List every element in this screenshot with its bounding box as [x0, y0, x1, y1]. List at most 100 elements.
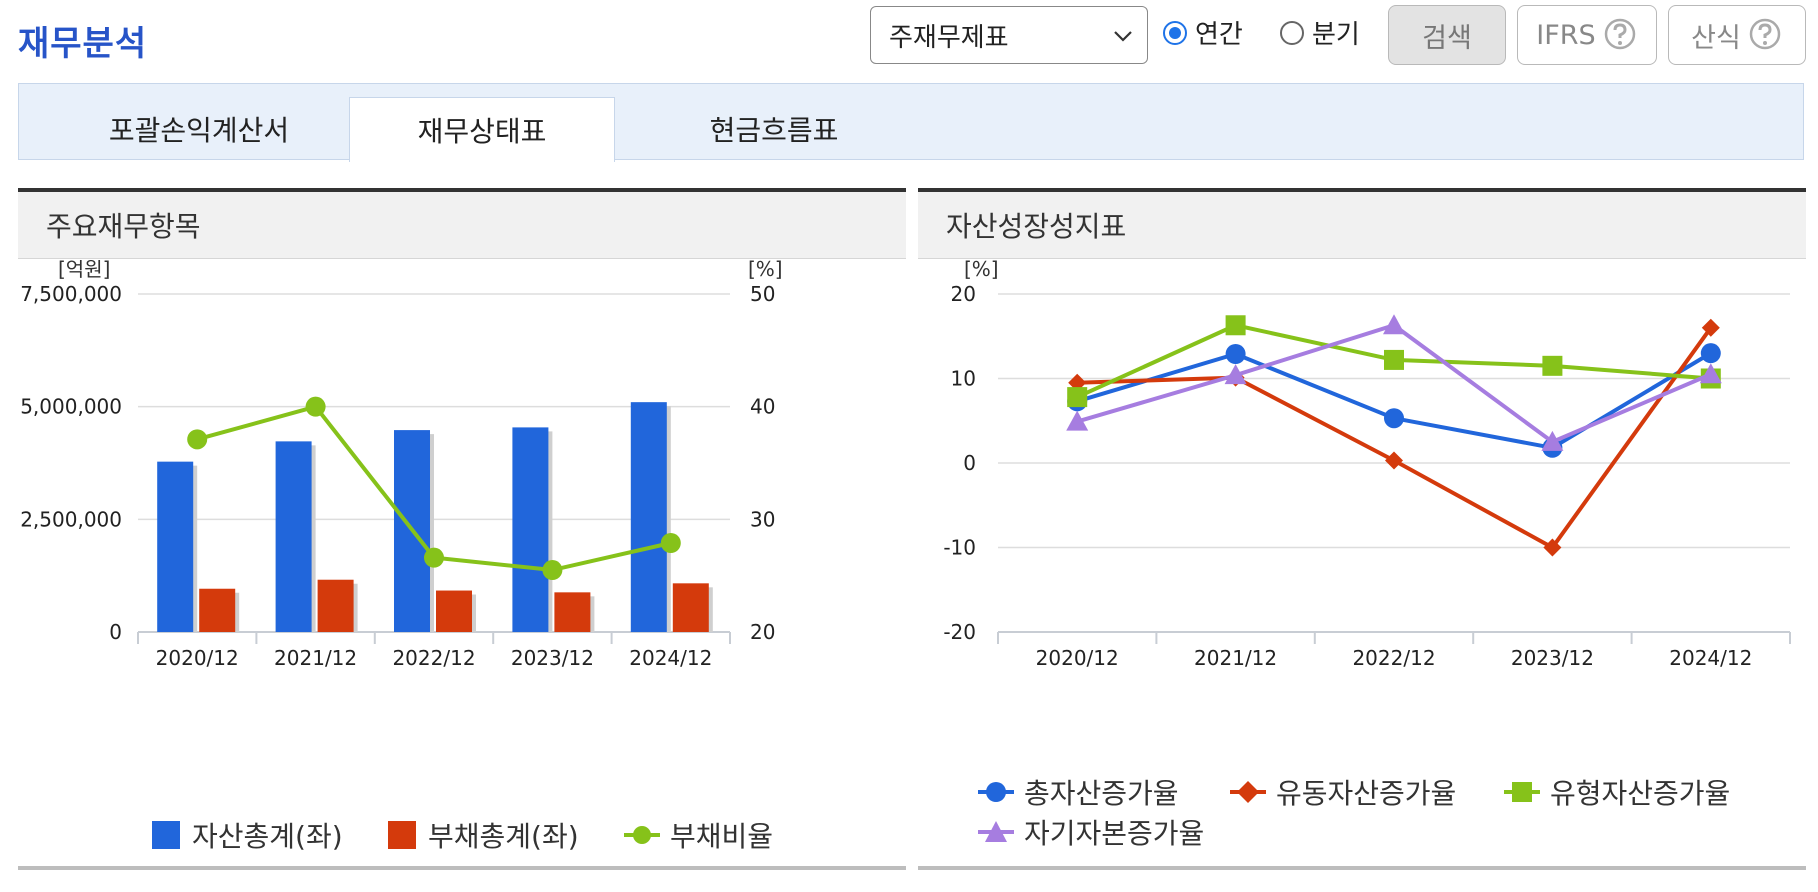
- legend-swatch-tangible-asset-growth: [1504, 782, 1540, 802]
- tangible-asset-growth-point: [1225, 315, 1246, 336]
- help-icon: [1749, 18, 1781, 50]
- panel-top-border: [18, 188, 906, 192]
- key-financials-chart: [억원] [%] 0 2,500,000 5,000,000 7,500,000 20 30 4…: [20, 260, 782, 670]
- y-right-tick-label: 40: [750, 395, 775, 419]
- legend-label-assets: 자산총계(좌): [192, 820, 343, 853]
- legend-swatch-current-asset-growth: [1230, 781, 1266, 803]
- current-asset-growth-point: [1543, 538, 1562, 557]
- legend-label-total-asset-growth: 총자산증가율: [1024, 777, 1179, 810]
- y-right-tick-label: 30: [750, 507, 775, 531]
- y-left-tick-label: 2,500,000: [20, 507, 122, 531]
- legend-item-tangible-asset-growth[interactable]: 유형자산증가율: [1504, 772, 1730, 812]
- x-tick-label: 2022/12: [1352, 646, 1435, 670]
- tangible-asset-growth-point: [1384, 349, 1404, 370]
- bar-total-liabilities: [199, 588, 236, 632]
- equity-growth-point: [1541, 430, 1564, 451]
- current-asset-growth-point: [1701, 318, 1720, 337]
- bar-total-assets: [630, 402, 667, 632]
- chevron-down-icon: [1114, 31, 1132, 42]
- radio-quarter-dot[interactable]: [1280, 20, 1304, 45]
- y-tick-label: -10: [943, 536, 976, 560]
- x-tick-label: 2020/12: [156, 646, 239, 670]
- tab-cash-flow[interactable]: 현금흐름표: [709, 114, 839, 147]
- y-left-tick-label: 0: [109, 620, 122, 644]
- page-title: 재무분석: [18, 24, 148, 64]
- legend-label-debt-ratio: 부채비율: [670, 820, 774, 853]
- radio-quarter-label: 분기: [1312, 20, 1360, 50]
- axis-unit: [%]: [964, 260, 999, 281]
- x-tick-label: 2024/12: [1669, 646, 1752, 670]
- help-icon: [1604, 18, 1635, 50]
- key-financials-panel: 주요재무항목 [억원] [%] 0 2,500,000 5,000,000 7,500,0…: [18, 188, 906, 870]
- x-tick-label: 2021/12: [274, 646, 357, 670]
- total-asset-growth-point: [1384, 408, 1404, 429]
- equity-growth-point: [1224, 364, 1247, 385]
- legend-item-liabilities[interactable]: 부채총계(좌): [388, 815, 579, 855]
- current-asset-growth-point: [1385, 451, 1403, 470]
- ifrs-button[interactable]: IFRS: [1517, 5, 1657, 65]
- y-tick-label: -20: [943, 620, 976, 644]
- tangible-asset-growth-point: [1542, 355, 1563, 376]
- legend-swatch-total-asset-growth: [978, 782, 1014, 802]
- bar-total-liabilities: [317, 579, 354, 632]
- radio-annual[interactable]: 연간: [1163, 14, 1243, 51]
- tab-balance-sheet[interactable]: 재무상태표: [349, 97, 615, 162]
- debt-ratio-point: [660, 532, 681, 553]
- key-financials-title: 주요재무항목: [18, 192, 906, 259]
- debt-ratio-point: [305, 396, 326, 417]
- legend-swatch-liabilities: [388, 821, 416, 849]
- formula-button[interactable]: 산식: [1668, 5, 1806, 65]
- legend-item-debt-ratio[interactable]: 부채비율: [624, 815, 773, 855]
- legend-label-equity-growth: 자기자본증가율: [1024, 817, 1205, 850]
- equity-growth-point: [1066, 410, 1089, 431]
- y-tick-label: 20: [951, 282, 976, 306]
- radio-annual-dot[interactable]: [1163, 20, 1187, 45]
- y-tick-label: 10: [951, 367, 976, 391]
- radio-quarter[interactable]: 분기: [1280, 14, 1360, 51]
- debt-ratio-point: [542, 560, 563, 581]
- legend-label-tangible-asset-growth: 유형자산증가율: [1550, 777, 1731, 810]
- bar-total-assets: [512, 427, 549, 632]
- y-right-tick-label: 50: [750, 282, 775, 306]
- bar-total-liabilities: [554, 592, 591, 632]
- tangible-asset-growth-point: [1067, 387, 1088, 408]
- panel-top-border: [918, 188, 1806, 192]
- bar-total-assets: [275, 441, 312, 632]
- x-tick-label: 2021/12: [1194, 646, 1277, 670]
- debt-ratio-point: [187, 429, 208, 450]
- debt-ratio-point: [424, 547, 444, 568]
- ifrs-label: IFRS: [1536, 19, 1596, 51]
- x-tick-label: 2023/12: [511, 646, 594, 670]
- asset-growth-title: 자산성장성지표: [918, 192, 1806, 259]
- search-button[interactable]: 검색: [1388, 5, 1506, 65]
- formula-label: 산식: [1691, 22, 1741, 54]
- y-tick-label: 0: [963, 451, 976, 475]
- report-type-select[interactable]: 주재무제표: [870, 6, 1148, 64]
- legend-item-total-asset-growth[interactable]: 총자산증가율: [978, 772, 1179, 812]
- equity-growth-point: [1699, 363, 1722, 384]
- x-tick-label: 2023/12: [1511, 646, 1594, 670]
- radio-annual-label: 연간: [1195, 20, 1243, 50]
- legend-label-liabilities: 부채총계(좌): [428, 820, 579, 853]
- bar-total-assets: [157, 461, 194, 632]
- y-right-tick-label: 20: [750, 620, 775, 644]
- y-left-tick-label: 7,500,000: [20, 282, 122, 306]
- bar-total-liabilities: [672, 583, 709, 632]
- total-asset-growth-point: [1225, 343, 1246, 364]
- legend-item-equity-growth[interactable]: 자기자본증가율: [978, 812, 1204, 852]
- y-left-tick-label: 5,000,000: [20, 395, 122, 419]
- tab-income-statement[interactable]: 포괄손익계산서: [108, 114, 290, 147]
- legend-swatch-debt-ratio: [624, 826, 660, 844]
- panel-bottom-border: [918, 866, 1806, 870]
- statement-tabs: 포괄손익계산서 재무상태표 현금흐름표: [18, 83, 1804, 162]
- equity-growth-point: [1383, 314, 1405, 335]
- asset-growth-chart: [%] -20 -10 0 10 20 2020/12 2021/12 2022/12 2023/…: [943, 260, 1791, 670]
- legend-label-current-asset-growth: 유동자산증가율: [1276, 777, 1457, 810]
- x-tick-label: 2022/12: [392, 646, 475, 670]
- legend-item-assets[interactable]: 자산총계(좌): [152, 815, 343, 855]
- x-tick-label: 2024/12: [629, 646, 712, 670]
- legend-swatch-equity-growth: [978, 821, 1014, 842]
- legend-item-current-asset-growth[interactable]: 유동자산증가율: [1230, 772, 1456, 812]
- total-asset-growth-point: [1700, 343, 1721, 364]
- report-type-value: 주재무제표: [889, 22, 1009, 53]
